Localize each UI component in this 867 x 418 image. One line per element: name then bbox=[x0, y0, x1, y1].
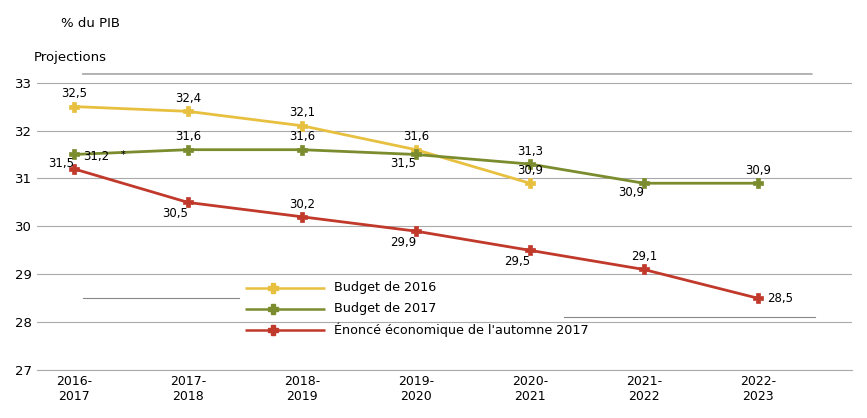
Text: Énoncé économique de l'automne 2017: Énoncé économique de l'automne 2017 bbox=[334, 323, 589, 337]
Text: 29,1: 29,1 bbox=[631, 250, 657, 263]
Text: 31,6: 31,6 bbox=[289, 130, 315, 143]
Text: 31,3: 31,3 bbox=[517, 145, 543, 158]
Text: 31,6: 31,6 bbox=[175, 130, 201, 143]
Text: Projections: Projections bbox=[34, 51, 107, 64]
Text: 30,5: 30,5 bbox=[162, 207, 188, 220]
Text: 31,6: 31,6 bbox=[403, 130, 429, 143]
Text: 31,5: 31,5 bbox=[390, 157, 416, 170]
Text: 32,5: 32,5 bbox=[61, 87, 87, 100]
Text: 32,1: 32,1 bbox=[289, 107, 315, 120]
Text: 30,9: 30,9 bbox=[517, 164, 543, 177]
Text: 31,5: 31,5 bbox=[48, 157, 74, 170]
Text: 30,9: 30,9 bbox=[618, 186, 644, 199]
Text: Budget de 2016: Budget de 2016 bbox=[334, 281, 436, 294]
Text: 28,5: 28,5 bbox=[767, 292, 793, 305]
Text: 31,2: 31,2 bbox=[83, 150, 109, 163]
Text: *: * bbox=[121, 150, 126, 160]
Text: 29,5: 29,5 bbox=[504, 255, 530, 268]
Text: Budget de 2017: Budget de 2017 bbox=[334, 302, 436, 315]
Text: 30,9: 30,9 bbox=[745, 164, 771, 177]
Text: 32,4: 32,4 bbox=[175, 92, 201, 105]
Text: 29,9: 29,9 bbox=[389, 236, 416, 249]
Text: % du PIB: % du PIB bbox=[61, 17, 120, 30]
Text: 30,2: 30,2 bbox=[289, 198, 315, 211]
